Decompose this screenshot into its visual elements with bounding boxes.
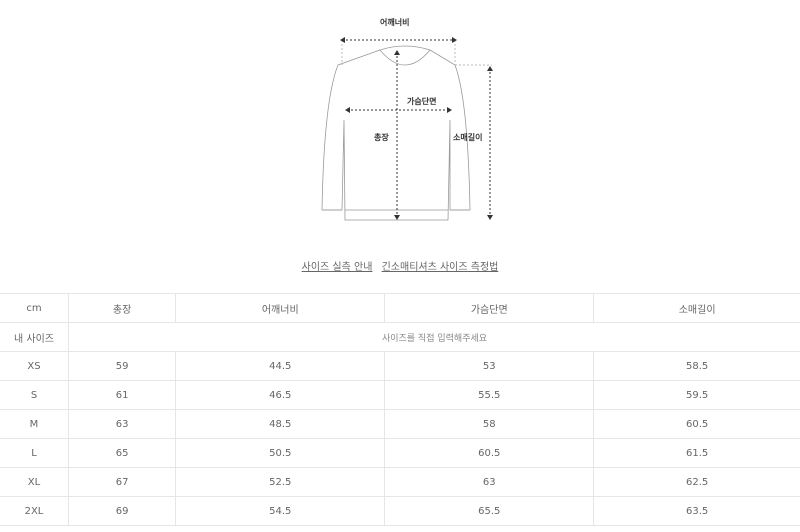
measurement-cell: 59 — [68, 351, 177, 381]
measurement-cell: 65.5 — [384, 496, 595, 526]
size-label: M — [0, 409, 69, 439]
measurement-cell: 63.5 — [593, 496, 800, 526]
header-cell: 어깨너비 — [175, 293, 386, 323]
my-size-label: 내 사이즈 — [0, 322, 69, 352]
measurement-cell: 44.5 — [175, 351, 386, 381]
table-row: XS 59 44.5 53 58.5 — [0, 351, 800, 381]
measurement-cell: 69 — [68, 496, 177, 526]
header-cell: cm — [0, 293, 69, 323]
measurement-cell: 53 — [384, 351, 595, 381]
measurement-cell: 61.5 — [593, 438, 800, 468]
length-label: 총장 — [374, 133, 389, 142]
shoulder-label: 어깨너비 — [380, 18, 410, 27]
measurement-cell: 59.5 — [593, 380, 800, 410]
size-label: XS — [0, 351, 69, 381]
table-row: XL 67 52.5 63 62.5 — [0, 467, 800, 497]
header-cell: 가슴단면 — [384, 293, 595, 323]
measurement-cell: 58 — [384, 409, 595, 439]
measurement-cell: 63 — [384, 467, 595, 497]
table-row: S 61 46.5 55.5 59.5 — [0, 380, 800, 410]
measurement-cell: 67 — [68, 467, 177, 497]
measurement-cell: 63 — [68, 409, 177, 439]
sweater-illustration — [321, 37, 493, 221]
my-size-row: 내 사이즈 사이즈를 직접 입력해주세요 — [0, 322, 800, 352]
measurement-cell: 50.5 — [175, 438, 386, 468]
measurement-cell: 58.5 — [593, 351, 800, 381]
table-header-row: cm 총장 어깨너비 가슴단면 소매길이 — [0, 293, 800, 323]
size-guide-link[interactable]: 사이즈 실측 안내 — [301, 262, 373, 273]
my-size-input[interactable]: 사이즈를 직접 입력해주세요 — [68, 322, 800, 352]
measurement-cell: 65 — [68, 438, 177, 468]
chest-label: 가슴단면 — [407, 97, 437, 106]
measure-method-link[interactable]: 긴소매티셔츠 사이즈 측정법 — [381, 262, 499, 273]
header-cell: 총장 — [68, 293, 177, 323]
measurement-cell: 61 — [68, 380, 177, 410]
table-row: L 65 50.5 60.5 61.5 — [0, 438, 800, 468]
size-label: 2XL — [0, 496, 69, 526]
sleeve-label: 소매길이 — [453, 133, 483, 142]
table-row: M 63 48.5 58 60.5 — [0, 409, 800, 439]
measurement-cell: 60.5 — [384, 438, 595, 468]
measurement-cell: 60.5 — [593, 409, 800, 439]
measurement-cell: 55.5 — [384, 380, 595, 410]
measurement-cell: 52.5 — [175, 467, 386, 497]
size-table: cm 총장 어깨너비 가슴단면 소매길이 내 사이즈 사이즈를 직접 입력해주세… — [0, 293, 800, 526]
measurement-cell: 54.5 — [175, 496, 386, 526]
size-label: L — [0, 438, 69, 468]
size-label: S — [0, 380, 69, 410]
size-diagram: 어깨너비 가슴단면 총장 소매길이 — [290, 0, 520, 240]
measurement-cell: 62.5 — [593, 467, 800, 497]
measurement-cell: 48.5 — [175, 409, 386, 439]
measurement-cell: 46.5 — [175, 380, 386, 410]
table-row: 2XL 69 54.5 65.5 63.5 — [0, 496, 800, 526]
size-label: XL — [0, 467, 69, 497]
header-cell: 소매길이 — [593, 293, 800, 323]
